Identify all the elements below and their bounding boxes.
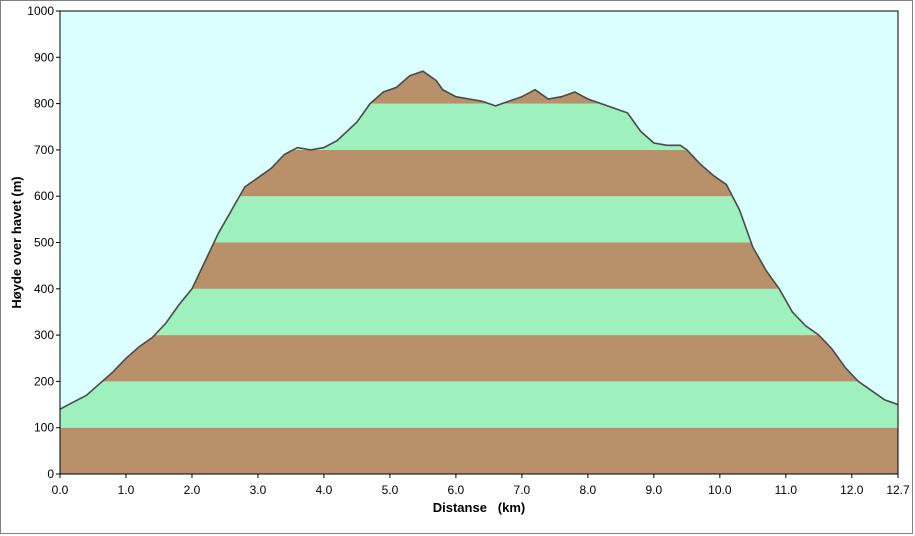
y-tick-label: 600 bbox=[34, 189, 54, 203]
x-tick-label: 12.7 bbox=[886, 483, 910, 497]
x-tick-label: 11.0 bbox=[775, 483, 798, 497]
x-tick-label: 6.0 bbox=[448, 483, 465, 497]
x-tick-label: 3.0 bbox=[250, 483, 267, 497]
x-tick-label: 10.0 bbox=[708, 483, 732, 497]
x-tick-label: 9.0 bbox=[646, 483, 663, 497]
x-axis-title: Distanse (km) bbox=[433, 500, 525, 515]
y-axis-title: Høyde over havet (m) bbox=[9, 176, 24, 308]
x-tick-label: 5.0 bbox=[382, 483, 399, 497]
elevation-band bbox=[60, 288, 898, 336]
x-tick-label: 1.0 bbox=[118, 483, 135, 497]
y-tick-label: 400 bbox=[34, 282, 54, 296]
y-tick-label: 700 bbox=[34, 143, 54, 157]
elevation-band bbox=[60, 381, 898, 428]
y-tick-label: 0 bbox=[47, 467, 54, 481]
x-tick-label: 0.0 bbox=[52, 483, 69, 497]
y-axis: 0 100 200 300 400 500 600 700 800 900 1000 bbox=[27, 4, 60, 481]
x-axis: 0.0 1.0 2.0 3.0 4.0 5.0 6.0 7.0 8.0 9.0 10.0 11.0 12… bbox=[52, 474, 910, 497]
elevation-profile-line bbox=[59, 70, 899, 410]
x-tick-label: 7.0 bbox=[514, 483, 531, 497]
y-tick-label: 800 bbox=[34, 97, 54, 111]
y-tick-label: 1000 bbox=[27, 4, 54, 18]
y-tick-label: 500 bbox=[34, 236, 54, 250]
x-tick-label: 2.0 bbox=[184, 483, 201, 497]
elevation-band bbox=[60, 427, 898, 474]
y-tick-label: 200 bbox=[34, 374, 54, 388]
x-tick-label: 12.0 bbox=[840, 483, 864, 497]
x-tick-label: 8.0 bbox=[580, 483, 597, 497]
y-tick-label: 300 bbox=[34, 328, 54, 342]
y-tick-label: 900 bbox=[34, 50, 54, 64]
elevation-band bbox=[60, 335, 898, 382]
y-tick-label: 100 bbox=[34, 421, 54, 435]
x-tick-label: 4.0 bbox=[316, 483, 333, 497]
